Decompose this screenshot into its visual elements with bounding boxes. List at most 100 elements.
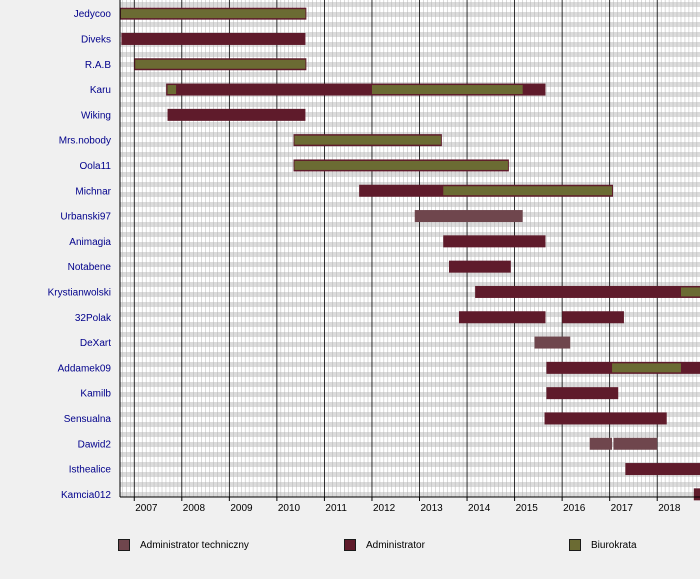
stripe-band (120, 482, 700, 487)
legend-label-biurokrata: Biurokrata (591, 539, 637, 551)
legend-swatch-administrator (344, 539, 356, 551)
role-bar-biurokrata (680, 287, 700, 297)
user-name-label: Sensualna (64, 414, 112, 425)
stripe-band (120, 2, 700, 7)
x-tick-label: 2016 (563, 503, 586, 514)
stripe-band (120, 22, 700, 27)
legend-swatch-administrator-techniczny (118, 539, 130, 551)
stripe-band (120, 402, 700, 407)
user-name-label: Kamilb (80, 389, 111, 400)
stripe-band (120, 392, 700, 397)
stripe-band (120, 42, 700, 47)
stripe-band (120, 422, 700, 427)
user-name-label: Isthealice (69, 465, 112, 476)
stripe-band (120, 292, 700, 297)
stripe-band (120, 152, 700, 157)
x-tick-label: 2018 (658, 503, 681, 514)
x-tick-label: 2008 (183, 503, 206, 514)
stripe-band (120, 112, 700, 117)
stripe-band (120, 312, 700, 317)
stripe-band (120, 182, 700, 187)
legend: Administrator techniczny Administrator B… (0, 539, 700, 559)
user-name-label: Urbanski97 (60, 212, 111, 223)
legend-label-administrator: Administrator (366, 539, 425, 551)
stripe-band (120, 462, 700, 467)
role-bar-administrator-techniczny (613, 437, 658, 450)
stripe-band (120, 202, 700, 207)
role-bar-administrator (448, 260, 511, 273)
legend-label-administrator-techniczny: Administrator techniczny (140, 539, 249, 551)
role-bar-administrator (693, 488, 700, 501)
role-bar-administrator-techniczny (589, 437, 613, 450)
stripe-band (120, 172, 700, 177)
role-bar-administrator-techniczny (414, 210, 523, 223)
user-name-label: 32Polak (75, 313, 112, 324)
stripe-band (120, 232, 700, 237)
stripe-band (120, 412, 700, 417)
stripe-band (120, 102, 700, 107)
user-name-label: Krystianwolski (48, 287, 111, 298)
user-name-label: Diveks (81, 34, 111, 45)
legend-swatch-biurokrata (569, 539, 581, 551)
x-tick-label: 2010 (278, 503, 301, 514)
role-bar-biurokrata (294, 160, 508, 170)
user-name-label: Jedycoo (74, 9, 112, 20)
user-name-label: Oola11 (79, 161, 111, 172)
stripe-band (120, 302, 700, 307)
x-tick-label: 2012 (373, 503, 396, 514)
user-name-label: Michnar (75, 186, 111, 197)
x-tick-label: 2013 (421, 503, 444, 514)
stripe-band (120, 362, 700, 367)
stripe-band (120, 32, 700, 37)
stripe-band (120, 492, 700, 497)
stripe-band (120, 432, 700, 437)
stripe-band (120, 472, 700, 477)
role-bar-administrator (544, 412, 667, 425)
stripe-band (120, 352, 700, 357)
stripe-band (120, 322, 700, 327)
stripe-band (120, 332, 700, 337)
role-bar-biurokrata (120, 9, 306, 19)
x-tick-label: 2009 (230, 503, 253, 514)
user-name-label: Notabene (68, 262, 112, 273)
stripe-band (120, 122, 700, 127)
role-bar-biurokrata (443, 186, 613, 196)
user-name-label: Wiking (81, 110, 111, 121)
stripe-band (120, 12, 700, 17)
stripe-band (120, 442, 700, 447)
x-axis-tick-labels: 2007 2008 2009 2010 2011 2012 2013 2014 2015 2016… (133, 497, 681, 514)
legend-item-administrator-techniczny: Administrator techniczny (118, 539, 249, 551)
x-tick-label: 2015 (516, 503, 539, 514)
user-name-label: Addamek09 (58, 363, 112, 374)
stripe-band (120, 222, 700, 227)
stripe-band (120, 452, 700, 457)
stripe-band (120, 242, 700, 247)
role-bar-administrator (458, 311, 546, 324)
user-name-labels: Jedycoo Diveks R.A.B Karu Wiking Mrs.nobody Oo… (48, 9, 112, 501)
stripe-band (120, 372, 700, 377)
role-bar-administrator (121, 32, 306, 45)
x-tick-label: 2007 (135, 503, 158, 514)
row-stripes (120, 2, 700, 497)
x-tick-label: 2011 (325, 503, 347, 514)
stripe-band (120, 72, 700, 77)
role-bar-administrator (475, 285, 700, 298)
role-bar-administrator (562, 311, 624, 324)
stripe-band (120, 252, 700, 257)
role-bar-biurokrata (167, 85, 177, 95)
role-bar-administrator (625, 463, 700, 476)
stripe-band (120, 262, 700, 267)
stripe-band (120, 342, 700, 347)
user-name-label: Dawid2 (78, 439, 112, 450)
legend-item-biurokrata: Biurokrata (569, 539, 637, 551)
role-bar-administrator (546, 387, 619, 400)
role-bar-biurokrata (294, 135, 441, 145)
legend-item-administrator: Administrator (344, 539, 425, 551)
user-name-label: DeXart (80, 338, 111, 349)
stripe-band (120, 52, 700, 57)
role-bar-biurokrata (135, 59, 306, 69)
stripe-band (120, 212, 700, 217)
stripe-band (120, 382, 700, 387)
x-tick-label: 2017 (611, 503, 634, 514)
stripe-band (120, 282, 700, 287)
